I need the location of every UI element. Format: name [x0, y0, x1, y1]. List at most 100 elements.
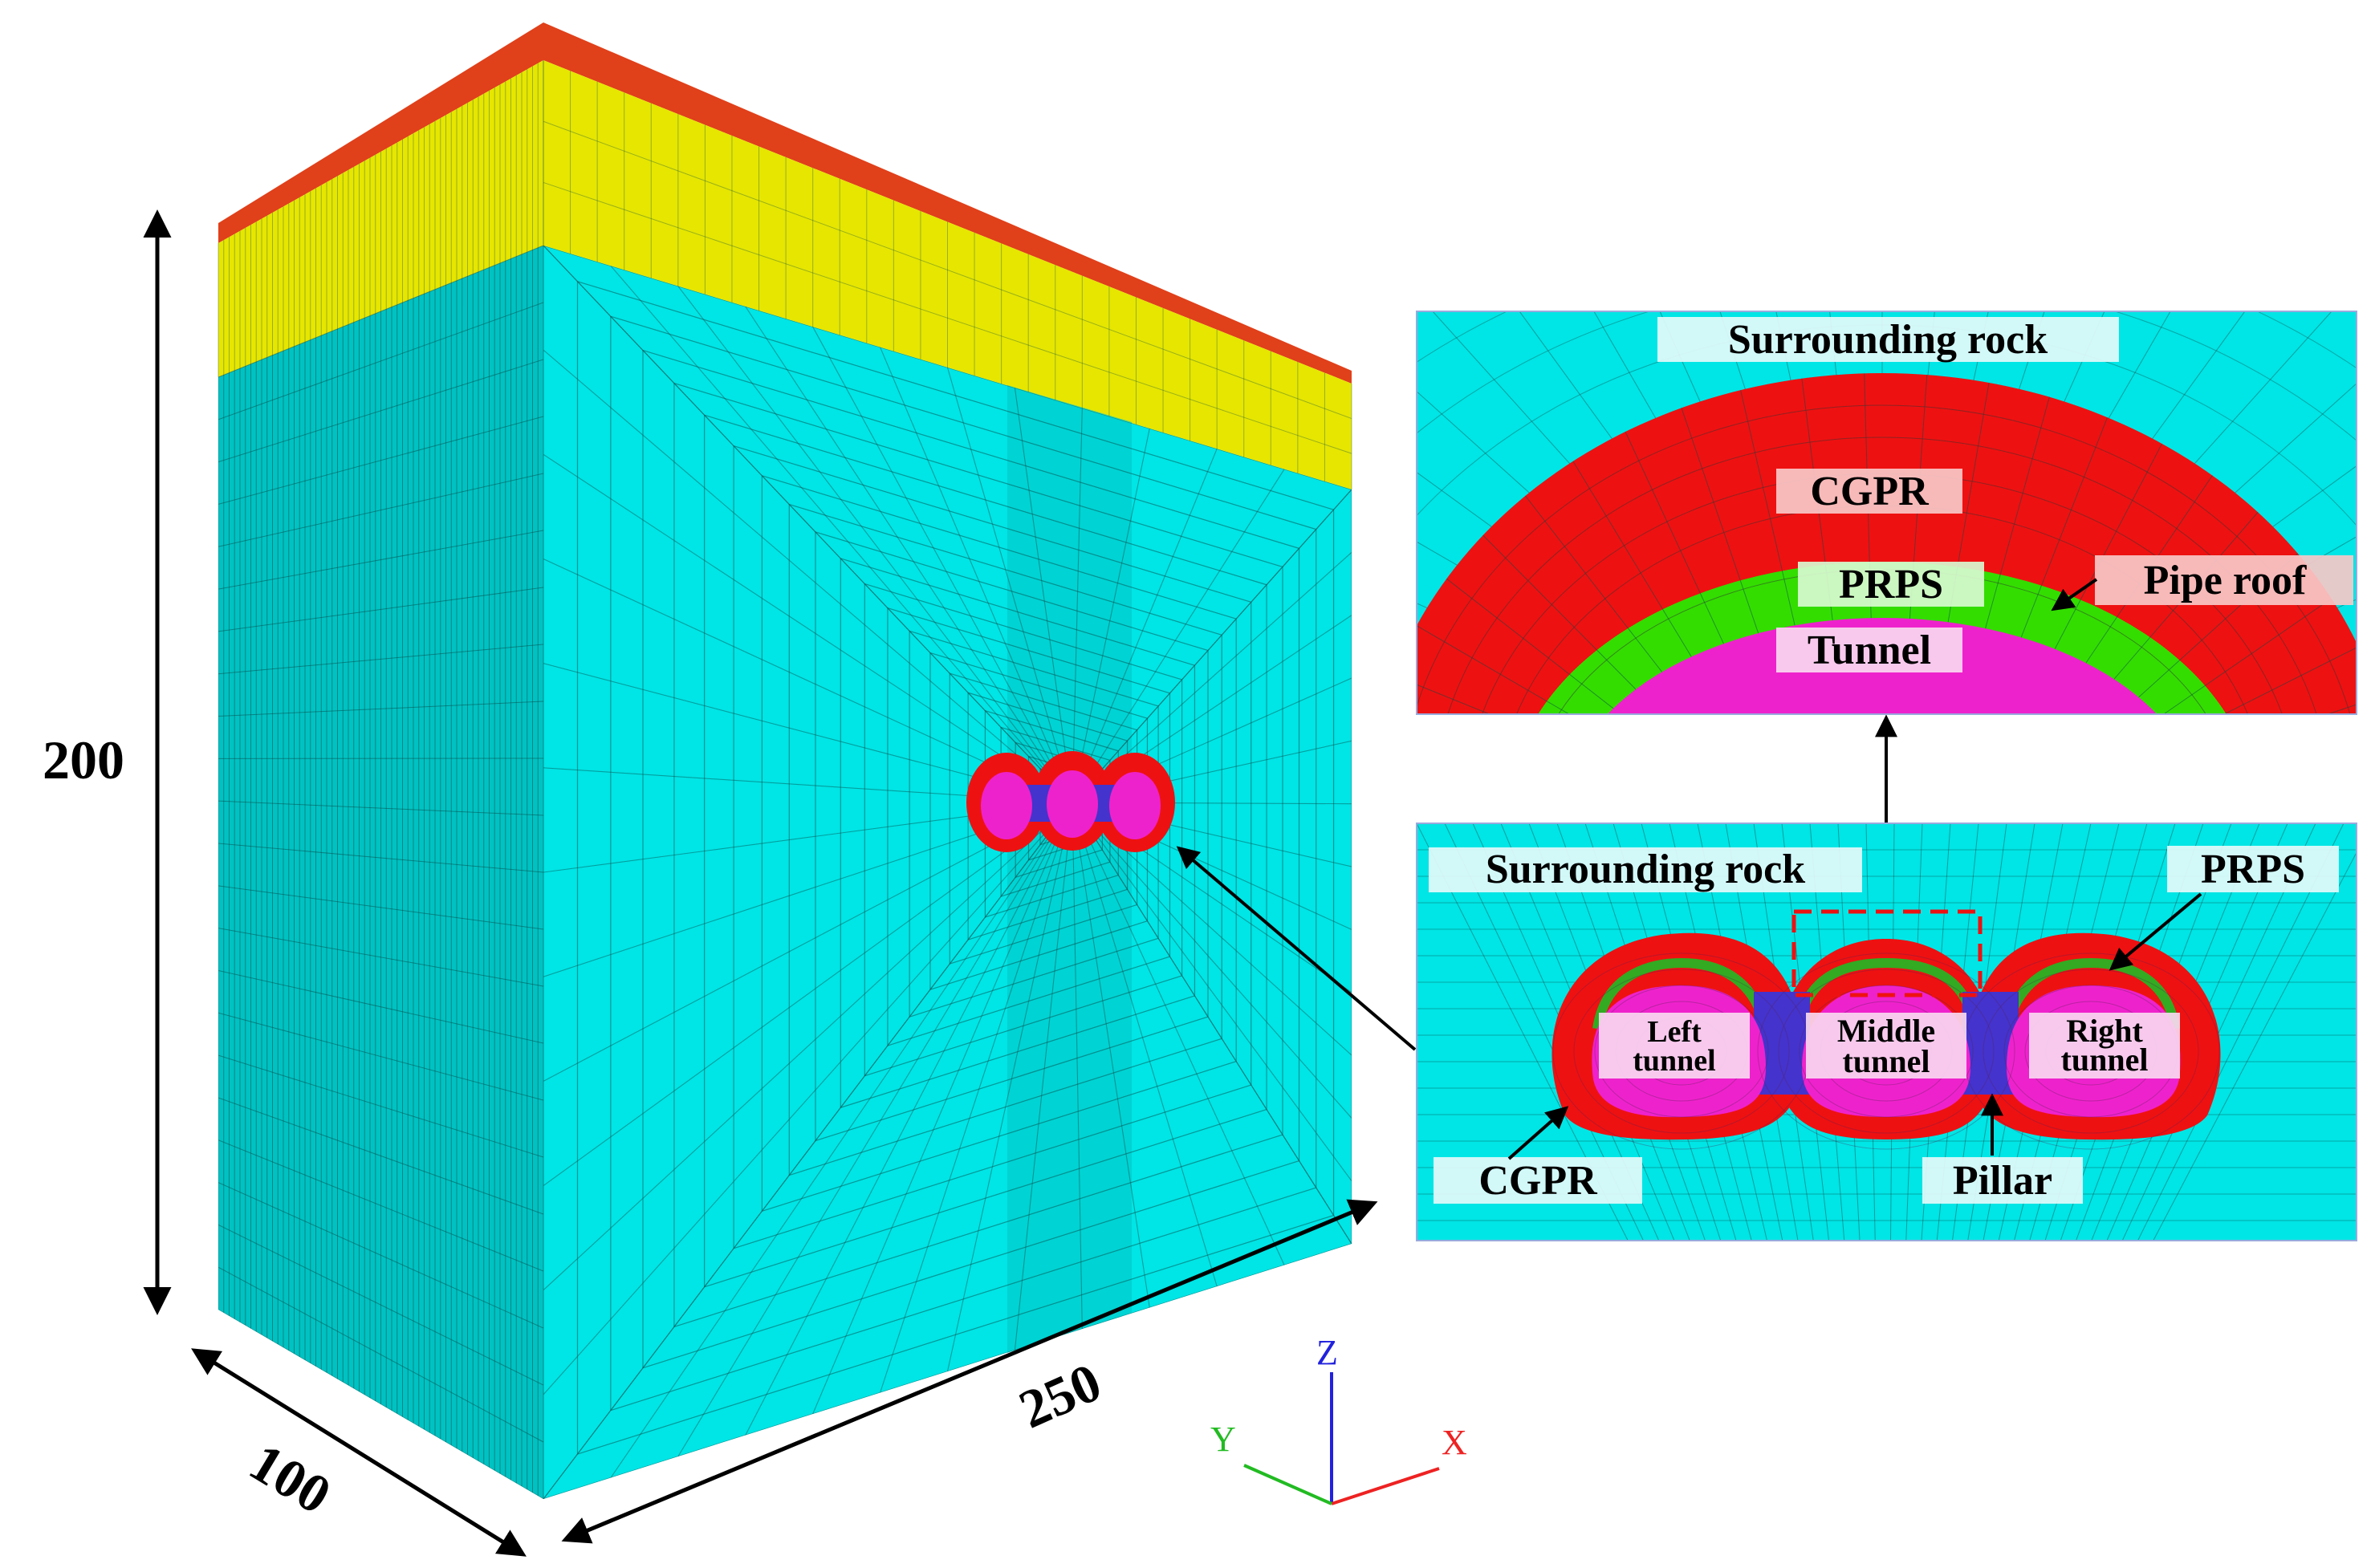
mesh-ring — [984, 709, 1119, 918]
top-yellow-layer-front — [543, 60, 1352, 489]
label-bg-cgpr-bot — [1434, 1157, 1642, 1204]
label-bg-pipe-roof — [2095, 555, 2353, 605]
width-label: 250 — [1011, 1351, 1110, 1440]
mesh-line — [218, 885, 543, 930]
mesh-arc — [1447, 437, 2317, 714]
mesh-ring — [704, 414, 1267, 1288]
mesh-arc — [1778, 969, 1995, 1134]
height-label: 200 — [43, 729, 124, 790]
label-tunnel-top: Tunnel — [1808, 628, 1931, 673]
mesh-line — [1072, 802, 1285, 1265]
block-tunnel-right — [1109, 772, 1161, 839]
label-bg-surrounding-rock-bot — [1429, 847, 1862, 892]
mesh-ring — [610, 315, 1317, 1412]
label-bg-tunnel-top — [1776, 628, 1962, 672]
mesh-line — [1072, 469, 1285, 803]
mesh-line — [218, 359, 543, 463]
mesh-line — [218, 800, 543, 816]
side-face-mesh — [218, 245, 543, 1499]
label-middle-tunnel-2: tunnel — [1843, 1043, 1930, 1079]
mesh-line — [543, 349, 1073, 803]
mesh-line — [1625, 431, 1724, 644]
mesh-line — [1072, 802, 1352, 1245]
mesh-line — [218, 969, 543, 1044]
block-to-detail-arrow — [1176, 846, 1417, 1051]
mesh-line — [218, 843, 543, 873]
mesh-line — [677, 286, 1073, 803]
mesh-line — [543, 802, 1073, 1082]
x-axis-label: X — [1442, 1423, 1467, 1462]
mesh-ring — [967, 692, 1129, 940]
mesh-line — [1985, 396, 2050, 629]
label-bg-prps-bot — [2167, 846, 2339, 892]
mesh-line — [218, 1182, 543, 1329]
mesh-line — [1378, 727, 1571, 774]
y-axis-line — [1243, 1464, 1332, 1505]
top-yellow-layer-side — [218, 60, 543, 377]
mesh-line — [2222, 647, 2357, 714]
mesh-line — [1072, 802, 1352, 1181]
mesh-line — [1072, 449, 1218, 803]
mesh-line — [543, 246, 1073, 803]
mesh-ring — [909, 630, 1159, 1018]
detail-zoom-box — [1791, 909, 1983, 997]
y-axis-label: Y — [1210, 1420, 1236, 1459]
prps-arc-middle — [1797, 957, 1975, 1014]
block-tunnel-middle — [1047, 770, 1098, 838]
label-bg-surrounding-rock-top — [1657, 317, 2119, 362]
mesh-line — [1417, 684, 1491, 714]
mesh-line — [2162, 598, 2332, 714]
mesh-line — [1525, 495, 1663, 672]
label-left-tunnel-1: Left — [1647, 1015, 1702, 1049]
mesh-line — [1072, 408, 1083, 803]
mesh-line — [610, 265, 1073, 803]
mesh-line — [812, 327, 1073, 803]
mesh-arc — [1417, 404, 2351, 714]
mesh-ring — [788, 503, 1222, 1176]
front-face-band — [1007, 385, 1132, 1353]
label-pillar: Pillar — [1953, 1158, 2052, 1204]
mesh-line — [1482, 534, 1637, 690]
pipe-roof-pointer — [2051, 578, 2098, 611]
mesh-line — [543, 181, 1352, 454]
label-bg-middle-tunnel — [1806, 1013, 1966, 1079]
mesh-ring — [840, 558, 1196, 1109]
label-bg-cgpr-top — [1776, 469, 1962, 514]
label-bg-right-tunnel — [2029, 1013, 2180, 1079]
mesh-ring — [642, 349, 1300, 1369]
mesh-line — [218, 245, 543, 378]
depth-arrow — [191, 1348, 527, 1557]
model-block — [218, 22, 1352, 1499]
label-left-tunnel-2: tunnel — [1633, 1044, 1715, 1078]
detail-top-frame — [1416, 311, 2357, 715]
width-arrow — [561, 1199, 1378, 1544]
mesh-line — [1572, 461, 1692, 657]
mesh-line — [218, 928, 543, 987]
label-prps-top: PRPS — [1839, 562, 1943, 607]
mesh-ring — [815, 531, 1209, 1142]
prps-arc-left — [1592, 957, 1771, 1030]
mesh-line — [1681, 408, 1759, 634]
mesh-ring — [887, 607, 1171, 1046]
mesh-line — [1072, 489, 1352, 803]
label-cgpr-top: CGPR — [1810, 469, 1930, 514]
mesh-line — [2137, 823, 2344, 1241]
depth-label: 100 — [240, 1431, 342, 1525]
mesh-line — [1446, 578, 1614, 709]
mesh-line — [218, 1139, 543, 1272]
mesh-line — [218, 473, 543, 547]
label-pipe-roof: Pipe roof — [2144, 558, 2307, 603]
mesh-line — [543, 246, 1073, 803]
mesh-arc — [1594, 985, 1769, 1118]
mesh-line — [1417, 625, 1571, 714]
z-axis-label: Z — [1316, 1333, 1338, 1372]
block-tunnel-left — [981, 772, 1032, 839]
label-middle-tunnel-1: Middle — [1837, 1013, 1935, 1049]
x-axis-line — [1331, 1467, 1440, 1505]
mesh-line — [218, 644, 543, 675]
detail-bottom-frame — [1416, 823, 2357, 1241]
mesh-arc — [1799, 985, 1974, 1118]
mesh-line — [1072, 428, 1150, 803]
mesh-line — [543, 453, 1073, 803]
label-prps-bot: PRPS — [2201, 847, 2305, 892]
